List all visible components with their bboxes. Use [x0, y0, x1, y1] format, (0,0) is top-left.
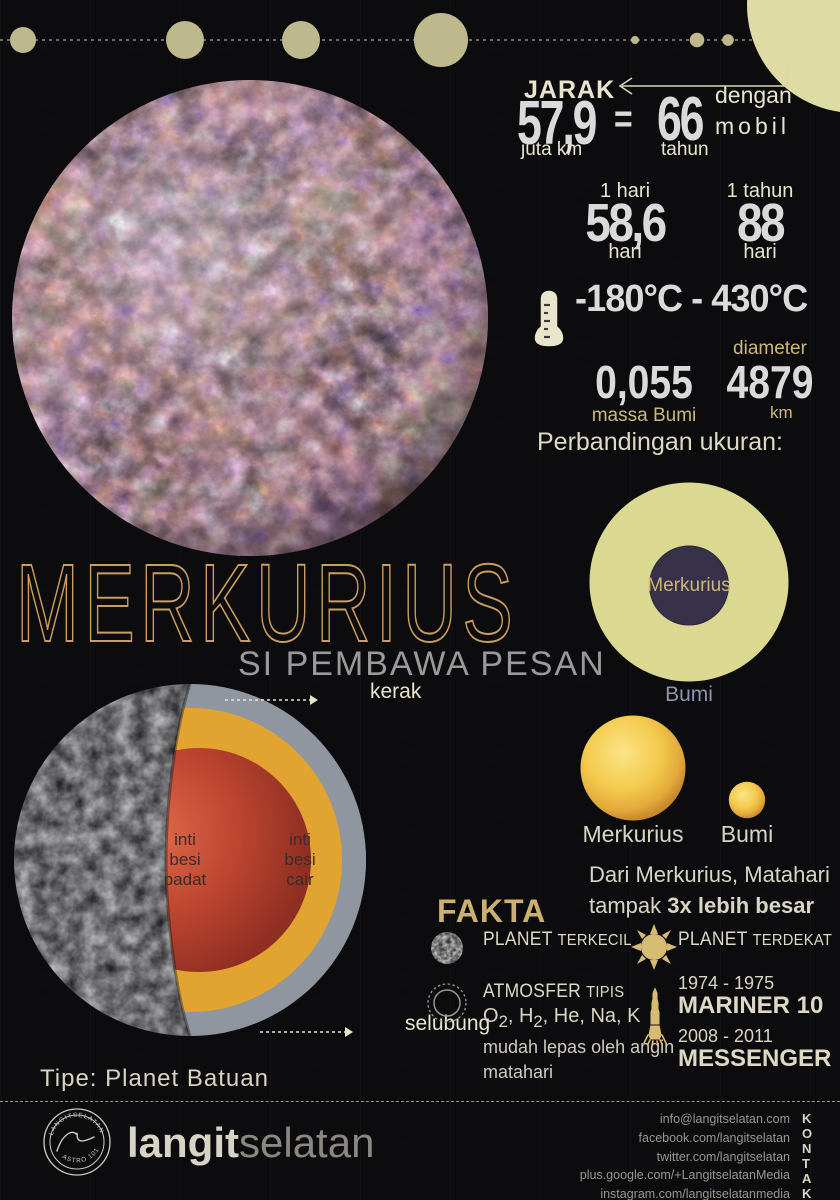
svg-text:cair: cair [286, 870, 314, 889]
svg-text:besi: besi [169, 850, 200, 869]
svg-text:inti: inti [174, 830, 196, 849]
svg-text:Merkurius: Merkurius [583, 821, 684, 847]
svg-text:inti: inti [289, 830, 311, 849]
svg-text:padat: padat [164, 870, 207, 889]
svg-text:Merkurius: Merkurius [647, 575, 730, 596]
svg-text:Bumi: Bumi [721, 821, 773, 847]
svg-text:besi: besi [284, 850, 315, 869]
